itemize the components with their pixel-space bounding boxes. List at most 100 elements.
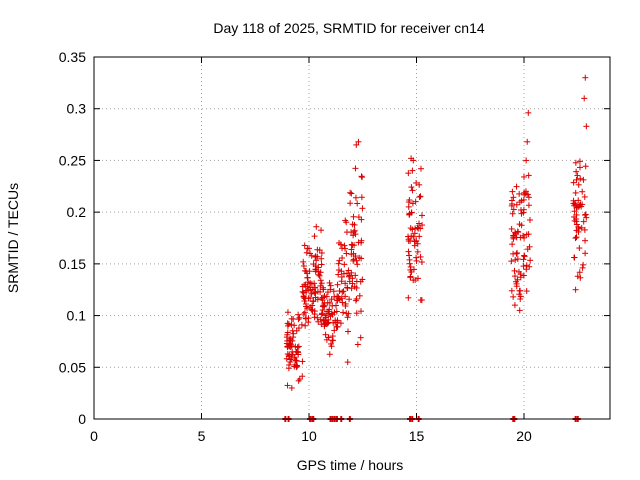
data-point	[413, 179, 420, 186]
y-tick-label: 0.05	[59, 359, 86, 375]
y-tick-label: 0.1	[67, 308, 87, 324]
data-point	[512, 256, 519, 263]
data-point	[329, 337, 336, 344]
data-point	[357, 334, 364, 341]
data-point	[583, 123, 590, 130]
data-point	[308, 290, 315, 297]
data-point	[314, 246, 321, 253]
data-point	[318, 255, 325, 262]
data-point	[299, 283, 306, 290]
data-point	[340, 288, 347, 295]
data-point	[338, 278, 345, 285]
data-point	[310, 297, 317, 304]
data-point	[358, 239, 365, 246]
data-point	[330, 288, 337, 295]
data-point	[414, 248, 421, 255]
data-point	[327, 282, 334, 289]
data-point	[346, 296, 353, 303]
data-point	[582, 250, 589, 257]
data-point	[322, 331, 329, 338]
data-point	[304, 274, 311, 281]
data-point	[311, 290, 318, 297]
data-point	[573, 204, 580, 211]
data-point	[346, 278, 353, 285]
data-point	[418, 212, 425, 219]
data-point	[342, 303, 349, 310]
data-point	[410, 233, 417, 240]
data-point	[348, 285, 355, 292]
y-axis-label: SRMTID / TECUs	[5, 183, 21, 293]
data-point	[418, 259, 425, 266]
data-point	[573, 168, 580, 175]
data-point	[320, 294, 327, 301]
data-point	[405, 236, 412, 243]
data-point	[324, 299, 331, 306]
data-point	[518, 210, 525, 217]
data-point	[288, 315, 295, 322]
data-point	[509, 188, 516, 195]
data-point	[410, 266, 417, 273]
data-point	[353, 310, 360, 317]
data-point	[416, 193, 423, 200]
data-point	[579, 264, 586, 271]
data-point	[517, 293, 524, 300]
data-point	[521, 191, 528, 198]
data-point	[508, 225, 515, 232]
data-point	[284, 382, 291, 389]
data-point	[577, 175, 584, 182]
data-point	[317, 277, 324, 284]
data-point	[408, 269, 415, 276]
data-point	[513, 280, 520, 287]
data-point	[292, 361, 299, 368]
data-point	[514, 228, 521, 235]
data-point	[350, 213, 357, 220]
data-point	[353, 278, 360, 285]
y-tick-label: 0.15	[59, 256, 86, 272]
data-point	[331, 327, 338, 334]
data-point	[579, 188, 586, 195]
data-point	[581, 212, 588, 219]
data-point	[416, 181, 423, 188]
data-point	[295, 311, 302, 318]
data-point	[300, 262, 307, 269]
data-point	[318, 280, 325, 287]
data-point	[417, 253, 424, 260]
x-tick-label: 5	[198, 428, 206, 444]
data-point	[580, 218, 587, 225]
data-point	[508, 287, 515, 294]
data-point	[525, 109, 532, 116]
data-point	[302, 322, 309, 329]
data-point	[296, 376, 303, 383]
data-point	[315, 318, 322, 325]
grid-lines	[94, 57, 610, 419]
data-point	[358, 308, 365, 315]
data-point	[573, 176, 580, 183]
data-point	[317, 288, 324, 295]
data-point	[574, 273, 581, 280]
data-point	[413, 254, 420, 261]
data-point	[525, 202, 532, 209]
data-point	[511, 267, 518, 274]
x-tick-label: 15	[409, 428, 425, 444]
data-point	[335, 260, 342, 267]
data-point	[349, 221, 356, 228]
data-point	[312, 268, 319, 275]
data-point	[335, 293, 342, 300]
data-point	[521, 173, 528, 180]
data-point	[339, 254, 346, 261]
data-point	[407, 225, 414, 232]
data-point	[318, 249, 325, 256]
data-point	[419, 222, 426, 229]
data-point	[345, 310, 352, 317]
data-point	[416, 233, 423, 240]
data-point	[325, 334, 332, 341]
data-point	[576, 158, 583, 165]
data-point	[406, 252, 413, 259]
y-tick-label: 0.25	[59, 152, 86, 168]
data-point	[513, 183, 520, 190]
data-point	[341, 242, 348, 249]
data-point	[298, 321, 305, 328]
data-point	[358, 194, 365, 201]
y-tick-label: 0.3	[67, 101, 87, 117]
data-point	[350, 232, 357, 239]
